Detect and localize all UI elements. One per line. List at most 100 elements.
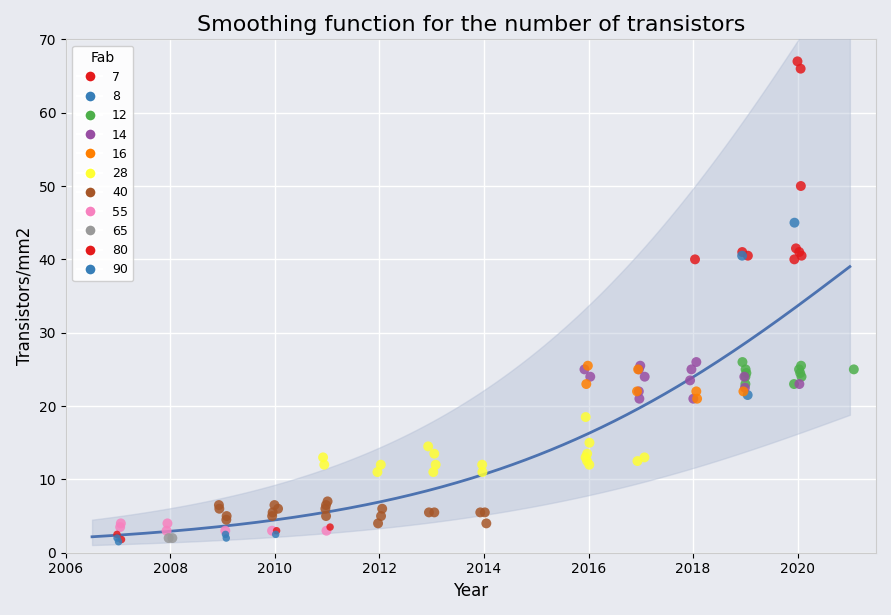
Point [429,442,443,451]
Point [579,365,593,375]
Point [160,533,175,543]
Point [322,460,336,470]
Point [421,460,435,470]
Point [265,500,279,510]
Point [841,365,855,375]
Point [737,386,751,396]
Point [794,218,808,228]
Point [268,511,282,521]
Point [683,365,698,375]
Point [211,530,225,539]
Point [787,379,801,389]
Point [584,361,598,371]
Point [632,365,646,375]
Point [738,247,752,257]
Point [792,181,806,191]
Point [473,518,487,528]
Point [162,533,176,543]
Point [477,507,491,517]
Point [373,467,388,477]
Point [479,460,494,470]
Point [218,511,233,521]
Point [794,368,808,378]
Y-axis label: Transistors/mm2: Transistors/mm2 [15,227,33,365]
Point [481,507,495,517]
Point [109,518,123,528]
Point [112,534,127,544]
Point [633,456,647,466]
Point [792,365,806,375]
Point [212,533,226,543]
Legend: 7, 8, 12, 14, 16, 28, 40, 55, 65, 80, 90: 7, 8, 12, 14, 16, 28, 40, 55, 65, 80, 90 [72,46,133,281]
Point [740,368,755,378]
Point [794,379,808,389]
Point [218,504,233,514]
Point [734,372,748,382]
Point [789,361,804,371]
Point [372,518,387,528]
Point [321,500,335,510]
Point [476,467,490,477]
Point [742,357,756,367]
Point [684,255,699,264]
Point [166,518,180,528]
Point [423,507,437,517]
Point [789,57,804,66]
Point [115,522,129,532]
X-axis label: Year: Year [454,582,488,600]
Point [630,394,644,403]
Point [580,379,594,389]
Point [685,386,699,396]
Point [735,251,749,261]
Title: Smoothing function for the number of transistors: Smoothing function for the number of tra… [197,15,745,35]
Point [321,496,335,506]
Point [113,537,127,547]
Point [789,247,804,257]
Point [793,64,807,74]
Point [421,449,436,459]
Point [268,507,282,517]
Point [634,453,648,462]
Point [370,504,384,514]
Point [163,526,177,536]
Point [584,412,599,422]
Point [788,251,802,261]
Point [789,244,803,253]
Point [319,453,333,462]
Point [320,511,334,521]
Point [211,500,225,510]
Point [739,383,753,392]
Point [268,526,282,536]
Point [637,372,651,382]
Point [787,255,801,264]
Point [111,530,126,539]
Point [108,533,122,543]
Point [219,515,233,525]
Point [582,438,596,448]
Point [320,522,334,532]
Point [269,530,283,539]
Point [581,456,595,466]
Point [683,357,697,367]
Point [217,526,231,536]
Point [422,507,437,517]
Point [740,365,754,375]
Point [638,386,652,396]
Point [740,379,755,389]
Point [739,251,753,261]
Point [794,372,808,382]
Point [582,460,596,470]
Point [734,372,748,382]
Point [372,511,387,521]
Point [633,365,647,375]
Point [582,453,596,462]
Point [578,372,593,382]
Point [634,361,649,371]
Point [683,394,697,403]
Point [421,467,435,477]
Point [690,394,704,403]
Point [269,526,283,536]
Point [322,504,336,514]
Point [683,375,697,385]
Point [318,526,332,536]
